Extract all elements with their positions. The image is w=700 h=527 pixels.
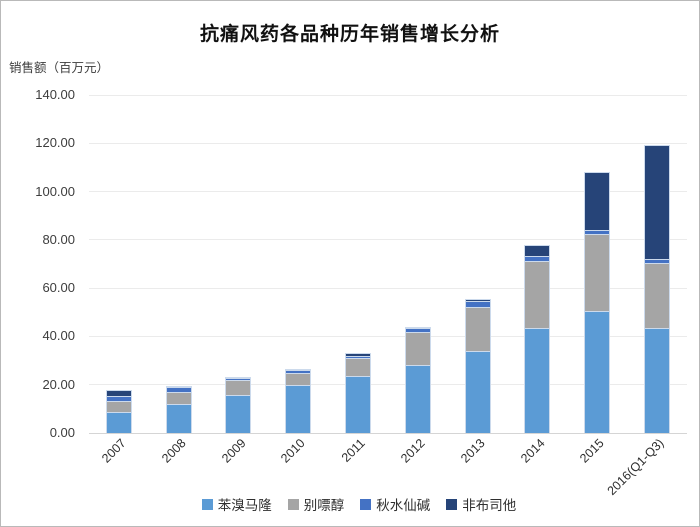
bar-segment-秋水仙碱-2015 [584, 229, 611, 235]
bar-segment-别嘌醇-2013 [464, 306, 491, 351]
x-tick-label-2015: 2015 [577, 436, 608, 466]
legend-label: 苯溴马隆 [217, 498, 272, 513]
bar-segment-苯溴马隆-2009 [225, 394, 252, 433]
bar-column-2008: 2008 [149, 95, 209, 466]
x-tick-label-2014: 2014 [517, 436, 548, 466]
bar-segment-非布司他-2013 [464, 299, 491, 302]
bar-segment-非布司他-2016(Q1-Q3) [644, 144, 671, 259]
legend-item-苯溴马隆: 苯溴马隆 [201, 494, 272, 514]
legend-label: 非布司他 [462, 498, 517, 513]
bar-segment-苯溴马隆-2015 [584, 311, 611, 433]
gridline-y-140 [89, 94, 687, 96]
legend-swatch-icon [201, 498, 213, 510]
bar-segment-秋水仙碱-2009 [225, 377, 252, 381]
bar-segment-非布司他-2009 [225, 376, 252, 378]
bar-segment-非布司他-2011 [345, 353, 372, 356]
bar-segment-别嘌醇-2008 [165, 391, 192, 404]
gridline-y-80 [89, 239, 687, 241]
bar-segment-苯溴马隆-2010 [285, 385, 312, 433]
bar-segment-秋水仙碱-2011 [345, 355, 372, 359]
bar-segment-别嘌醇-2010 [285, 372, 312, 386]
bar-segment-非布司他-2012 [404, 327, 431, 328]
x-tick-label-2008: 2008 [159, 436, 189, 466]
gridline-y-20 [89, 384, 687, 386]
bar-column-2016(Q1-Q3): 2016(Q1-Q3) [605, 95, 687, 498]
bar-segment-别嘌醇-2007 [105, 400, 132, 412]
x-tick-label-2007: 2007 [99, 436, 129, 466]
bar-column-2012: 2012 [388, 95, 448, 466]
bar-column-2011: 2011 [328, 95, 388, 465]
legend-label: 秋水仙碱 [376, 498, 431, 513]
legend-item-非布司他: 非布司他 [446, 494, 516, 514]
x-tick-label-2011: 2011 [339, 436, 368, 465]
y-tick-label-60: 60.00 [42, 280, 75, 296]
plot-area: 2007 2008 2009 2010 2011 2012 2013 2014 2015 2016… [89, 94, 687, 498]
bar-segment-苯溴马隆-2013 [464, 350, 491, 433]
y-axis-labels: 140.00 120.00 100.00 80.00 60.00 40.00 20.00 0.… [1, 87, 81, 440]
x-tick-label-2009: 2009 [218, 436, 249, 466]
gridline-y-0 [89, 432, 687, 434]
bar-segment-苯溴马隆-2016(Q1-Q3) [644, 327, 671, 433]
legend-swatch-icon [287, 498, 299, 510]
bar-column-2014: 2014 [508, 95, 568, 466]
bar-segment-苯溴马隆-2011 [345, 375, 372, 433]
y-tick-label-100: 100.00 [35, 183, 75, 199]
bar-segment-非布司他-2008 [165, 385, 192, 388]
bar-segment-秋水仙碱-2013 [464, 301, 491, 307]
legend-item-秋水仙碱: 秋水仙碱 [360, 494, 430, 514]
legend-item-别嘌醇: 别嘌醇 [287, 494, 345, 514]
bar-segment-秋水仙碱-2012 [404, 328, 431, 332]
bar-segment-苯溴马隆-2007 [105, 411, 132, 433]
bars-row: 2007 2008 2009 2010 2011 2012 2013 2014 2015 2016… [89, 95, 687, 498]
bar-segment-苯溴马隆-2012 [404, 364, 431, 433]
bar-segment-苯溴马隆-2008 [165, 403, 192, 433]
bar-segment-别嘌醇-2015 [584, 234, 611, 312]
bar-segment-秋水仙碱-2010 [285, 369, 312, 373]
x-tick-label-2013: 2013 [458, 436, 488, 466]
x-tick-label-2010: 2010 [278, 436, 309, 466]
x-tick-label-2016(Q1-Q3): 2016(Q1-Q3) [604, 436, 667, 498]
legend-swatch-icon [360, 498, 372, 510]
bar-segment-别嘌醇-2011 [345, 358, 372, 376]
bar-column-2007: 2007 [89, 95, 149, 466]
gridline-y-40 [89, 335, 687, 337]
bar-segment-非布司他-2014 [524, 245, 551, 257]
y-axis-unit-label: 销售额（百万元） [9, 61, 110, 75]
bar-segment-非布司他-2007 [105, 390, 132, 396]
y-tick-label-0: 0.00 [49, 425, 75, 440]
bar-segment-秋水仙碱-2016(Q1-Q3) [644, 258, 671, 264]
chart-title: 抗痛风药各品种历年销售增长分析 [199, 24, 500, 45]
bar-segment-非布司他-2010 [285, 368, 312, 370]
bar-column-2010: 2010 [268, 95, 328, 466]
y-tick-label-120: 120.00 [35, 135, 75, 151]
gridline-y-120 [89, 142, 687, 144]
legend-label: 别嘌醇 [303, 498, 345, 513]
bar-column-2009: 2009 [209, 95, 269, 466]
bar-column-2015: 2015 [567, 95, 627, 466]
bar-segment-秋水仙碱-2014 [524, 256, 551, 262]
bar-segment-别嘌醇-2009 [225, 380, 252, 395]
bar-segment-苯溴马隆-2014 [524, 328, 551, 433]
bar-segment-秋水仙碱-2008 [165, 387, 192, 392]
gridline-y-100 [89, 191, 687, 193]
bar-segment-非布司他-2015 [584, 171, 611, 230]
legend-swatch-icon [446, 498, 458, 510]
y-tick-label-20: 20.00 [42, 376, 75, 392]
y-tick-label-40: 40.00 [42, 328, 75, 344]
gridline-y-60 [89, 287, 687, 289]
y-tick-label-140: 140.00 [35, 87, 75, 102]
bar-column-2013: 2013 [448, 95, 508, 466]
bar-segment-秋水仙碱-2007 [105, 395, 132, 401]
bar-segment-别嘌醇-2016(Q1-Q3) [644, 263, 671, 328]
legend: 苯溴马隆 别嘌醇 秋水仙碱 非布司他 [1, 494, 699, 514]
x-tick-label-2012: 2012 [398, 436, 428, 466]
y-tick-label-80: 80.00 [42, 231, 75, 247]
bar-segment-别嘌醇-2012 [404, 331, 431, 365]
bar-segment-别嘌醇-2014 [524, 261, 551, 329]
